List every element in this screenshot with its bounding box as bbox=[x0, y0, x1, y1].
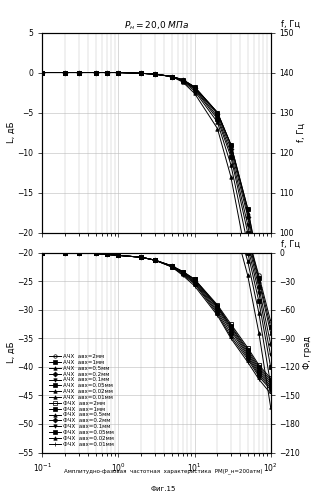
Y-axis label: f, Гц: f, Гц bbox=[297, 123, 306, 142]
Y-axis label: L, дБ: L, дБ bbox=[7, 342, 16, 363]
Legend: АЧХ  aвх=2мм, АЧХ  aвх=1мм, АЧХ  aвх=0.5мм, АЧХ  aвх=0.2мм, АЧХ  aвх=0.1мм, АЧХ : АЧХ aвх=2мм, АЧХ aвх=1мм, АЧХ aвх=0.5мм,… bbox=[48, 353, 115, 448]
Text: Фиг.15: Фиг.15 bbox=[150, 486, 176, 492]
Text: f, Гц: f, Гц bbox=[281, 240, 300, 248]
Y-axis label: L, дБ: L, дБ bbox=[7, 122, 16, 143]
Text: f, Гц: f, Гц bbox=[281, 20, 300, 28]
Y-axis label: Ф, град: Ф, град bbox=[303, 336, 312, 369]
Text: Амплитудно-фазовая  частотная  характеристика  РМ(P_н=200атм): Амплитудно-фазовая частотная характерист… bbox=[64, 468, 262, 474]
Title: $P_н = 20{,}0\ МПа$: $P_н = 20{,}0\ МПа$ bbox=[124, 20, 189, 32]
